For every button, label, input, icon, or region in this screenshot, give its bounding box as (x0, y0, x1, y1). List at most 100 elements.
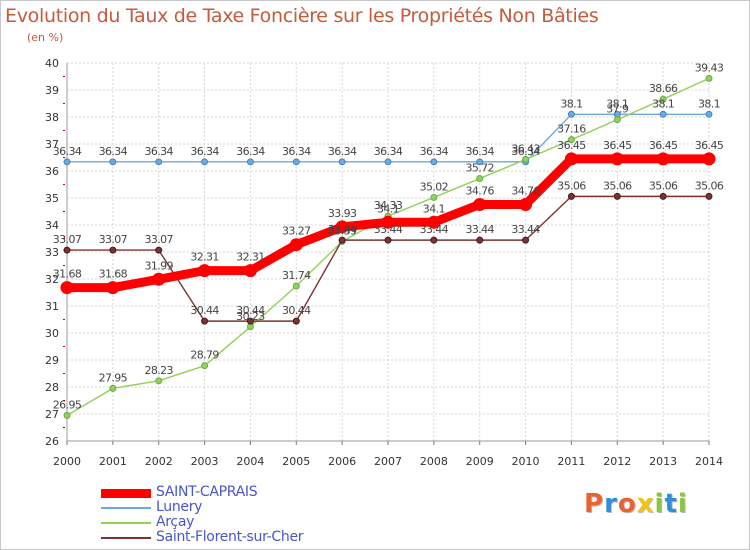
data-point-saint-florent-sur-cher (338, 236, 346, 244)
data-point-lunery (155, 158, 163, 166)
data-point-saint-florent-sur-cher (705, 192, 713, 200)
data-point-saint-caprais (60, 281, 74, 295)
data-label-lunery: 36.34 (465, 145, 494, 158)
data-label-ar-ay: 35.02 (420, 180, 449, 193)
data-label-ar-ay: 30.23 (236, 310, 265, 323)
data-label-ar-ay: 27.95 (99, 371, 128, 384)
data-point-saint-florent-sur-cher (567, 192, 575, 200)
logo-letter: r (604, 489, 618, 519)
data-label-lunery: 38.1 (560, 97, 582, 110)
data-point-saint-florent-sur-cher (430, 236, 438, 244)
data-point-lunery (109, 158, 117, 166)
data-point-saint-caprais (381, 215, 395, 229)
data-label-lunery: 36.34 (374, 145, 403, 158)
x-tick-label: 2006 (328, 455, 356, 468)
x-tick-label: 2003 (191, 455, 219, 468)
chart-title: Evolution du Taux de Taxe Foncière sur l… (5, 5, 599, 27)
data-label-saint-florent-sur-cher: 33.44 (328, 223, 357, 236)
data-point-saint-florent-sur-cher (522, 236, 530, 244)
data-point-ar-ay (246, 323, 254, 331)
y-tick-label: 26 (45, 435, 59, 448)
data-label-lunery: 36.34 (282, 145, 311, 158)
data-label-saint-caprais: 33.27 (282, 225, 311, 238)
y-tick-label: 31 (45, 300, 59, 313)
data-label-ar-ay: 38.66 (649, 82, 678, 95)
legend-label: Lunery (156, 499, 203, 515)
data-point-ar-ay (705, 74, 713, 82)
data-label-saint-caprais: 34.1 (377, 202, 399, 215)
data-point-saint-caprais (106, 281, 120, 295)
legend-swatch (101, 537, 151, 539)
logo-letter: x (636, 489, 655, 519)
data-label-ar-ay: 33.39 (328, 224, 357, 237)
data-point-ar-ay (201, 362, 209, 370)
y-tick-label: 29 (45, 354, 59, 367)
data-point-lunery (246, 158, 254, 166)
data-label-ar-ay: 31.74 (282, 269, 311, 282)
data-label-saint-florent-sur-cher: 30.44 (282, 304, 311, 317)
x-tick-label: 2011 (557, 455, 585, 468)
data-point-saint-caprais (519, 197, 533, 211)
data-label-ar-ay: 36.43 (511, 142, 540, 155)
data-point-saint-florent-sur-cher (109, 246, 117, 254)
data-point-saint-florent-sur-cher (201, 317, 209, 325)
y-tick-label: 33 (45, 246, 59, 259)
data-label-ar-ay: 37.9 (606, 103, 629, 116)
logo-letter: o (617, 489, 637, 519)
data-point-saint-caprais (427, 215, 441, 229)
data-label-saint-caprais: 31.68 (53, 268, 82, 281)
data-point-lunery (338, 158, 346, 166)
data-label-saint-florent-sur-cher: 35.06 (603, 179, 632, 192)
legend-label: SAINT-CAPRAIS (156, 484, 258, 500)
chart-unit-label: (en %) (27, 31, 64, 44)
x-tick-label: 2001 (99, 455, 127, 468)
data-label-saint-caprais: 32.31 (236, 251, 265, 264)
data-label-saint-caprais: 36.45 (695, 139, 724, 152)
data-point-ar-ay (292, 282, 300, 290)
data-label-saint-florent-sur-cher: 35.06 (649, 179, 678, 192)
proxiti-logo: Proxiti (584, 489, 688, 519)
data-point-lunery (63, 158, 71, 166)
y-tick-label: 30 (45, 327, 59, 340)
y-tick-label: 38 (45, 111, 59, 124)
data-point-ar-ay (155, 377, 163, 385)
data-point-lunery (705, 110, 713, 118)
data-label-saint-caprais: 34.1 (423, 202, 445, 215)
data-point-saint-caprais (564, 152, 578, 166)
data-label-saint-caprais: 36.45 (557, 139, 586, 152)
data-point-lunery (476, 158, 484, 166)
data-point-saint-caprais (243, 264, 257, 278)
y-tick-label: 34 (45, 219, 59, 232)
legend-swatch (101, 522, 151, 524)
data-label-lunery: 36.34 (99, 145, 128, 158)
data-label-saint-florent-sur-cher: 33.44 (511, 223, 540, 236)
data-label-lunery: 36.34 (190, 145, 219, 158)
x-tick-label: 2005 (282, 455, 310, 468)
x-tick-label: 2008 (420, 455, 448, 468)
data-label-saint-florent-sur-cher: 33.07 (99, 233, 128, 246)
data-label-ar-ay: 34.33 (374, 199, 403, 212)
data-point-saint-florent-sur-cher (476, 236, 484, 244)
logo-letter: i (654, 489, 665, 519)
data-label-ar-ay: 39.43 (695, 61, 724, 74)
data-label-saint-caprais: 32.31 (190, 251, 219, 264)
data-point-saint-caprais (152, 272, 166, 286)
data-point-lunery (430, 158, 438, 166)
data-point-ar-ay (522, 155, 530, 163)
x-tick-label: 2004 (236, 455, 264, 468)
data-label-ar-ay: 26.95 (53, 398, 82, 411)
legend-swatch (101, 488, 151, 498)
y-tick-label: 37 (45, 138, 59, 151)
y-tick-label: 27 (45, 408, 59, 421)
data-label-saint-florent-sur-cher: 30.44 (236, 304, 265, 317)
data-label-ar-ay: 28.23 (144, 364, 173, 377)
data-point-saint-florent-sur-cher (613, 192, 621, 200)
data-label-saint-caprais: 36.45 (649, 139, 678, 152)
data-label-lunery: 38.1 (606, 97, 628, 110)
data-point-saint-florent-sur-cher (659, 192, 667, 200)
x-tick-label: 2002 (145, 455, 173, 468)
data-point-ar-ay (613, 116, 621, 124)
logo-letter: P (584, 489, 605, 519)
data-label-saint-florent-sur-cher: 30.44 (190, 304, 219, 317)
